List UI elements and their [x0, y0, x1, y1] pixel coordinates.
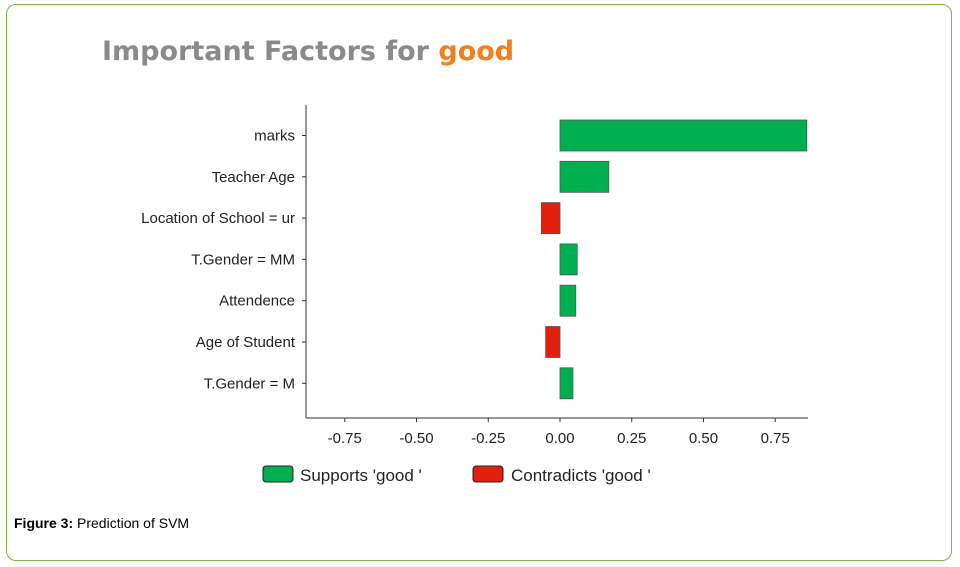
x-tick-label: 0.50	[689, 430, 718, 447]
chart-legend: Supports 'good ' Contradicts 'good '	[262, 465, 651, 485]
legend-supports-label: Supports 'good '	[300, 466, 422, 485]
category-label-7: T.Gender = M	[204, 375, 295, 392]
category-label-1: marks	[254, 128, 295, 145]
caption-label: Figure 3:	[14, 515, 74, 531]
x-tick-labels: -0.75 -0.50 -0.25 0.00 0.25 0.50 0.75	[328, 418, 790, 447]
chart-bars	[540, 119, 808, 400]
x-tick-label: 0.00	[545, 430, 574, 447]
x-tick-label: -0.50	[399, 430, 433, 447]
category-label-5: Attendence	[219, 293, 295, 310]
chart-title-prefix: Important Factors for	[102, 36, 439, 67]
x-tick-label: 0.25	[617, 430, 646, 447]
chart-axes	[305, 105, 808, 419]
figure-frame	[6, 4, 952, 561]
figure-caption: Figure 3: Prediction of SVM	[14, 515, 189, 531]
bar-1	[559, 119, 808, 152]
category-label-6: Age of Student	[196, 334, 296, 351]
legend-contradicts-label: Contradicts 'good '	[511, 466, 651, 485]
caption-text: Prediction of SVM	[73, 515, 190, 531]
x-tick-label: -0.75	[328, 430, 362, 447]
category-label-2: Teacher Age	[212, 169, 295, 186]
category-label-4: T.Gender = MM	[191, 251, 295, 268]
category-label-3: Location of School = ur	[141, 210, 295, 227]
bar-3	[540, 202, 561, 235]
bar-2	[559, 160, 610, 193]
legend-contradicts-swatch	[472, 465, 504, 483]
bar-4	[559, 243, 578, 276]
x-tick-label: -0.25	[471, 430, 505, 447]
bar-5	[559, 284, 577, 317]
bar-7	[559, 367, 574, 400]
legend-supports-swatch	[262, 465, 294, 483]
category-labels: marks Teacher Age Location of School = ur T…	[141, 128, 306, 392]
chart-title-highlight: good	[438, 36, 515, 67]
chart-title: Important Factors for good	[102, 36, 514, 67]
bar-6	[545, 326, 561, 358]
x-tick-label: 0.75	[761, 430, 790, 447]
